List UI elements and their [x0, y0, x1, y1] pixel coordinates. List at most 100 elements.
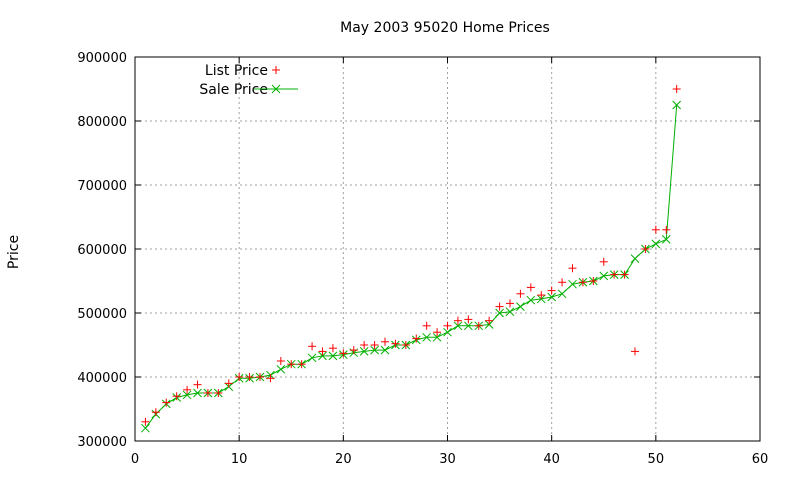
sale-price-point [661, 235, 671, 244]
list-price-point [578, 278, 587, 287]
list-price-point [589, 277, 598, 285]
list-price-point [151, 408, 160, 417]
list-price-point [266, 374, 275, 383]
x-tick-label: 60 [752, 452, 769, 467]
list-price-point [391, 339, 400, 348]
sale-price-point [193, 388, 202, 398]
list-price-point [485, 316, 494, 325]
grid [135, 57, 760, 441]
sale-price-point [359, 347, 369, 356]
list-price-point [662, 225, 671, 234]
legend-label-list-price: List Price [205, 63, 268, 79]
sale-price-point [568, 279, 577, 289]
sale-price-point [422, 332, 432, 342]
y-tick-label: 800000 [77, 115, 127, 130]
list-price-point [641, 245, 650, 253]
list-price-point [141, 417, 150, 426]
list-price-point [422, 321, 431, 330]
list-price-point [443, 321, 452, 330]
x-tick-label: 10 [231, 452, 248, 467]
list-price-point [651, 225, 660, 234]
list-price-point [235, 373, 244, 381]
list-price-point [297, 360, 306, 369]
list-price-point [464, 315, 473, 324]
list-price-point [599, 257, 608, 266]
y-tick-label: 300000 [77, 435, 127, 450]
sale-price-point [599, 271, 609, 281]
sale-price-point [443, 327, 452, 337]
list-price-point [172, 392, 181, 401]
legend: List Price Sale Price [199, 63, 298, 98]
list-price-point [516, 289, 525, 298]
list-price-point [568, 264, 577, 273]
sale-price-point [547, 292, 557, 302]
y-axis-label: Price [6, 235, 22, 269]
sale-price-point [672, 100, 682, 110]
list-price-point [276, 357, 285, 365]
axis-ticks: 0 10 20 30 40 50 60 300000 400000 500000 600000 700… [77, 51, 768, 467]
list-price-point [370, 341, 379, 349]
legend-label-sale-price: Sale Price [199, 82, 268, 98]
list-price-point [381, 337, 389, 346]
list-price-point [203, 389, 212, 397]
x-tick-label: 50 [648, 452, 665, 467]
list-price-point [339, 349, 348, 358]
list-price-point [537, 291, 546, 300]
sale-price-point [141, 423, 150, 433]
sale-price-point [276, 364, 286, 374]
list-price-point [162, 398, 171, 407]
x-tick-label: 20 [335, 452, 352, 467]
sale-price-point [651, 239, 661, 249]
sale-price-point [318, 351, 327, 361]
list-price-point [547, 286, 556, 295]
list-price-point [214, 389, 223, 397]
sale-price-point [328, 351, 338, 361]
list-price-point [224, 379, 233, 388]
sale-price-point [370, 345, 379, 355]
list-price-point [558, 278, 567, 287]
x-tick-label: 30 [439, 452, 456, 467]
list-price-point [474, 321, 483, 330]
sale-price-point [432, 332, 442, 342]
list-price-point [183, 385, 192, 394]
sale-price-point [307, 353, 317, 363]
list-price-point [328, 344, 337, 353]
list-price-point [349, 346, 358, 355]
list-price-point [620, 270, 629, 279]
y-tick-label: 900000 [77, 51, 127, 66]
x-tick-label: 0 [131, 452, 139, 467]
sale-price-point [182, 390, 192, 400]
legend-swatch-list-price [272, 66, 280, 74]
sale-price-point [495, 308, 504, 318]
sale-price-point [516, 302, 525, 311]
sale-price-point [630, 254, 640, 263]
list-price-point [526, 283, 535, 292]
sale-price-point [505, 307, 515, 317]
sale-price-point [557, 289, 567, 299]
list-price-point [193, 380, 202, 389]
list-price-point [495, 302, 504, 311]
sale-price-line [144, 104, 678, 429]
list-price-point [610, 270, 619, 279]
list-price-point [631, 347, 639, 356]
x-tick-label: 40 [543, 452, 560, 467]
list-price-point [245, 373, 254, 381]
list-price-point [506, 299, 514, 308]
y-tick-label: 700000 [77, 179, 127, 194]
y-tick-label: 500000 [77, 307, 127, 322]
sale-price-point [463, 321, 473, 331]
list-price-point [318, 347, 327, 356]
y-tick-label: 400000 [77, 371, 127, 386]
list-price-point [256, 373, 264, 381]
list-price-point [453, 316, 462, 325]
list-price-point [433, 328, 442, 337]
sale-price-point [380, 345, 390, 355]
list-price-point [401, 341, 410, 349]
sale-price-point [453, 321, 463, 331]
y-tick-label: 600000 [77, 243, 127, 258]
legend-swatch-sale-price [271, 84, 281, 94]
list-price-point [287, 360, 296, 369]
list-price-point [360, 341, 369, 349]
list-price-point [412, 334, 421, 343]
